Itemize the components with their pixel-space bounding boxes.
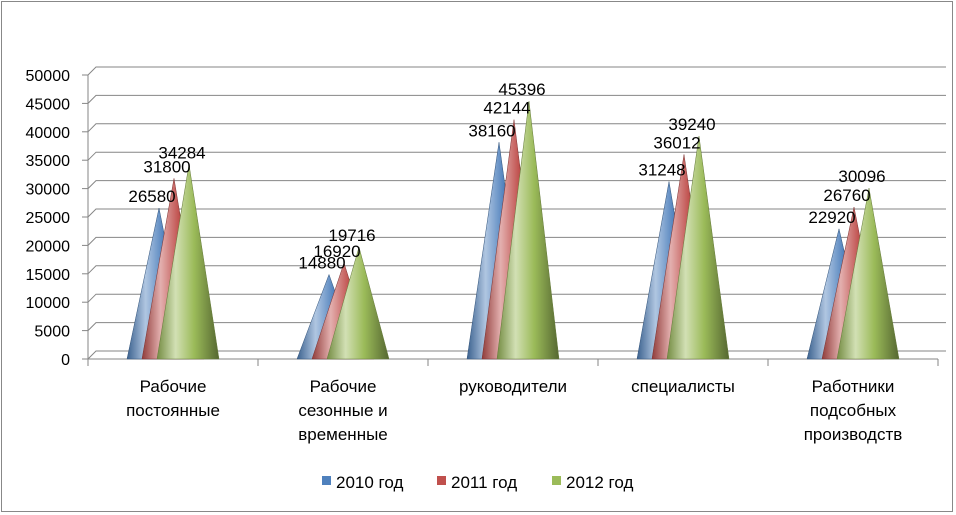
data-label: 36012 (653, 133, 700, 152)
y-tick-label: 50000 (26, 68, 71, 85)
y-tick-label: 35000 (26, 153, 71, 170)
y-tick-label: 0 (61, 352, 70, 369)
data-label: 31800 (143, 157, 190, 176)
y-tick-label: 30000 (26, 182, 71, 199)
cones (126, 101, 900, 360)
category-label: сезонные и (298, 401, 387, 420)
gridline (87, 208, 946, 218)
data-label: 38160 (468, 121, 515, 140)
data-label: 34284 (158, 143, 205, 162)
y-tick-label: 10000 (26, 295, 71, 312)
y-tick-label: 45000 (26, 96, 71, 113)
data-label: 42144 (483, 99, 530, 118)
category-label: производств (804, 425, 903, 444)
data-label: 31248 (638, 161, 685, 180)
legend-swatch (437, 476, 446, 485)
legend: 2010 год 2011 год 2012 год (322, 473, 633, 492)
category-label: подсобных (810, 401, 897, 420)
cone-bar (156, 164, 220, 360)
cone-bar (836, 188, 900, 360)
gridline (87, 180, 946, 189)
gridline (87, 94, 946, 104)
gridline (87, 151, 946, 161)
data-label: 45396 (498, 80, 545, 99)
category-label: Рабочие (310, 377, 377, 396)
data-label: 22920 (808, 208, 855, 227)
data-label: 39240 (668, 115, 715, 134)
data-label: 26760 (823, 186, 870, 205)
legend-label: 2011 год (451, 473, 517, 492)
y-tick-label: 15000 (26, 267, 71, 284)
y-tick-label: 25000 (26, 210, 71, 227)
y-tick-label: 5000 (34, 324, 70, 341)
category-label: Рабочие (140, 377, 207, 396)
data-label: 19716 (328, 226, 375, 245)
y-tick-label: 40000 (26, 125, 71, 142)
data-label: 26580 (128, 187, 175, 206)
cone-bar (496, 101, 560, 360)
legend-swatch (552, 476, 561, 485)
category-label: специалисты (631, 377, 735, 396)
category-label: Работники (812, 377, 895, 396)
category-label: постоянные (126, 401, 220, 420)
data-label: 30096 (838, 167, 885, 186)
category-label: временные (298, 425, 388, 444)
cone-bar (326, 246, 390, 360)
data-label: 14880 (298, 253, 345, 272)
legend-swatch (322, 476, 331, 485)
gridline (87, 66, 946, 76)
data-label: 16920 (313, 242, 360, 261)
y-tick-label: 20000 (26, 238, 71, 255)
legend-label: 2012 год (566, 473, 633, 492)
legend-label: 2010 год (336, 473, 403, 492)
cone-bar (666, 136, 730, 360)
gridline (87, 123, 946, 133)
category-label: руководители (459, 377, 567, 396)
